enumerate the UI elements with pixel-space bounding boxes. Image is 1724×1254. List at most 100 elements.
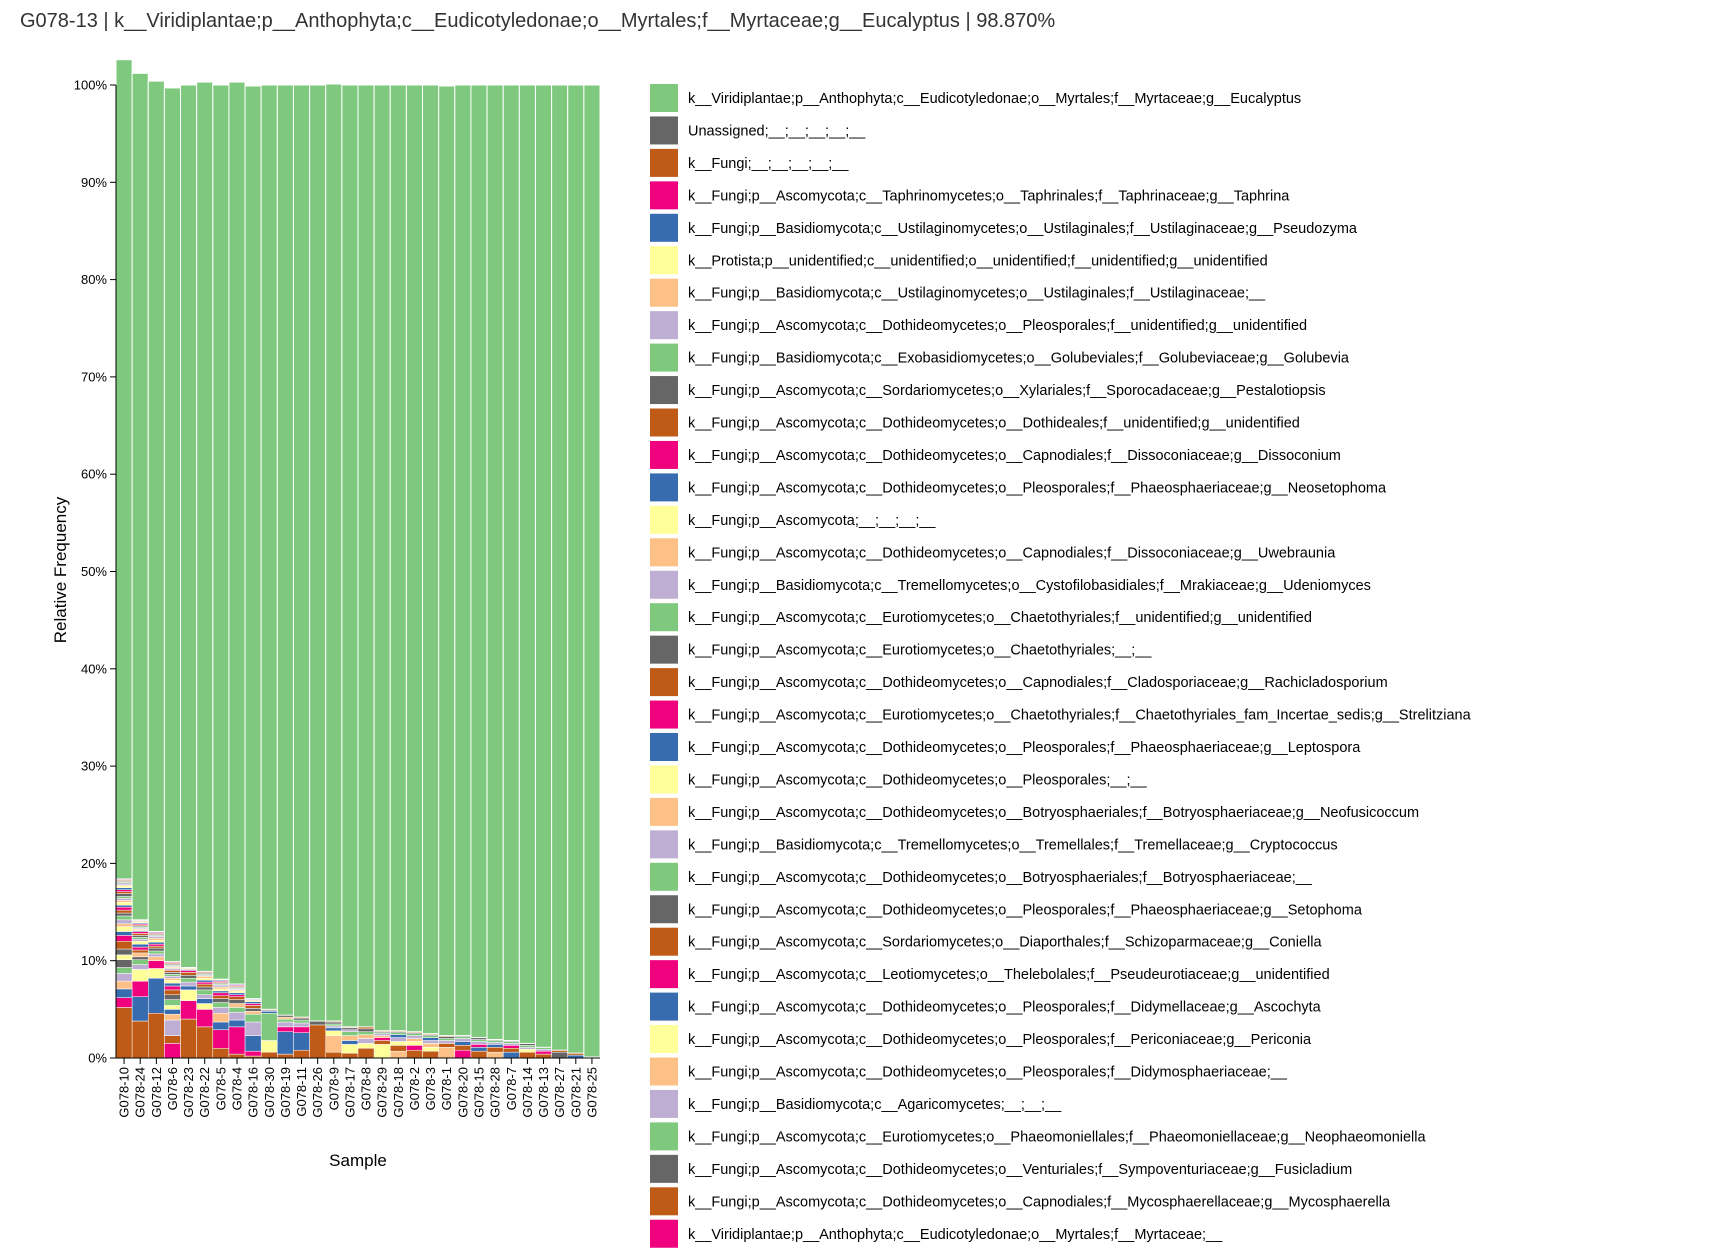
bar-segment [131, 952, 149, 958]
bar-segment-eucalyptus [470, 84, 488, 1039]
legend-swatch [650, 960, 678, 989]
bar-segment [438, 1036, 456, 1039]
bar-segment [131, 946, 149, 951]
legend-item: k__Fungi;p__Ascomycota;c__Sordariomycete… [650, 927, 1322, 956]
bar-segment [115, 885, 133, 888]
bar-segment [341, 1027, 359, 1031]
legend-swatch [650, 246, 678, 275]
x-tick-label: G078-17 [342, 1067, 357, 1118]
bar-segment [115, 973, 133, 982]
x-tick-label: G078-13 [536, 1067, 551, 1118]
bar-segment [486, 1040, 504, 1043]
bar-segment [196, 981, 214, 985]
bar-segment [196, 994, 214, 999]
legend-item: k__Viridiplantae;p__Anthophyta;c__Eudico… [650, 84, 1301, 112]
bar-segment [293, 1049, 310, 1059]
bar-segment [341, 1029, 359, 1032]
legend-item: k__Fungi;p__Ascomycota;c__Dothideomycete… [650, 1025, 1312, 1054]
bar-segment [115, 926, 133, 932]
bar-segment [390, 1045, 407, 1052]
bar-segment [228, 990, 246, 994]
legend-label: k__Fungi;p__Ascomycota;c__Dothideomycete… [688, 448, 1341, 464]
legend-item: k__Protista;p__unidentified;c__unidentif… [650, 246, 1268, 275]
bar-segment [406, 1049, 423, 1059]
bar-segment [164, 999, 181, 1006]
legend-label: k__Fungi;p__Ascomycota;c__Eurotiomycetes… [688, 643, 1152, 659]
bar-segment [148, 938, 165, 941]
bar-segment-eucalyptus [518, 84, 536, 1044]
bar-G078-18 [389, 84, 407, 1059]
legend-swatch [650, 1089, 678, 1118]
bar-segment [535, 1053, 552, 1059]
bar-segment [148, 943, 165, 947]
bar-segment [196, 979, 214, 983]
bar-segment [164, 977, 181, 981]
y-tick-label: 10% [81, 953, 107, 968]
bar-G078-8 [357, 84, 375, 1059]
legend-swatch [650, 116, 678, 145]
bar-segment-eucalyptus [454, 84, 472, 1037]
bar-segment [390, 1034, 407, 1038]
bar-segment [244, 1011, 262, 1015]
bar-segment [406, 1038, 423, 1042]
legend-swatch [650, 408, 678, 437]
bar-segment [148, 953, 165, 958]
bar-segment [115, 948, 133, 956]
bar-segment [196, 998, 214, 1004]
bar-segment [373, 1037, 391, 1041]
bar-segment [228, 1007, 246, 1013]
x-tick-label: G078-14 [520, 1067, 535, 1118]
bar-segment [470, 1047, 488, 1052]
bar-segment [438, 1047, 456, 1059]
legend-item: k__Fungi;p__Ascomycota;c__Taphrinomycete… [650, 181, 1290, 210]
bar-segment [212, 995, 230, 999]
bar-segment [486, 1042, 504, 1045]
legend-swatch [650, 1219, 678, 1248]
legend-swatch [650, 830, 678, 859]
bar-segment [551, 1051, 568, 1059]
bar-segment [390, 1032, 407, 1035]
bar-segment [148, 940, 165, 943]
y-tick-label: 60% [81, 467, 107, 482]
x-tick-label: G078-6 [165, 1067, 180, 1110]
x-tick-label: G078-28 [488, 1067, 503, 1118]
bar-segment [277, 1053, 294, 1059]
axis-layer: 0% 10% 20% 30% 40% 50% 60% 70% 80% 90% 100% G078-10… [74, 78, 600, 1118]
legend-label: k__Fungi;p__Ascomycota;c__Leotiomycetes;… [688, 967, 1330, 983]
bar-segment-eucalyptus [357, 84, 375, 1028]
bar-G078-27 [551, 84, 569, 1059]
bar-segment [390, 1037, 407, 1042]
bar-segment [164, 976, 181, 979]
bar-segment [164, 1019, 181, 1036]
bar-segment [180, 989, 197, 1001]
legend-label: k__Viridiplantae;p__Anthophyta;c__Eudico… [688, 1227, 1223, 1243]
legend-item: k__Fungi;p__Ascomycota;c__Dothideomycete… [650, 1057, 1288, 1086]
bar-segment [212, 1002, 230, 1008]
legend-swatch [650, 440, 678, 469]
bar-segment [115, 919, 133, 924]
bar-segment [212, 1029, 230, 1049]
bar-segment [212, 990, 230, 994]
bar-segment [244, 1008, 262, 1012]
bar-segment [131, 1020, 149, 1059]
x-tick-label: G078-15 [472, 1067, 487, 1118]
legend-item: k__Viridiplantae;p__Anthophyta;c__Eudico… [650, 1219, 1223, 1248]
bar-segment [196, 983, 214, 988]
bar-G078-14 [518, 84, 536, 1059]
legend-swatch [650, 1154, 678, 1183]
legend-item: k__Fungi;p__Ascomycota;c__Eurotiomycetes… [650, 1122, 1426, 1151]
legend-label: k__Fungi;p__Basidiomycota;c__Ustilaginom… [688, 221, 1358, 237]
bar-segment [341, 1044, 359, 1054]
x-axis-label: Sample [329, 1151, 387, 1170]
legend-label: k__Fungi;p__Ascomycota;c__Eurotiomycetes… [688, 1129, 1426, 1145]
legend-swatch [650, 1187, 678, 1216]
legend-label: k__Fungi;p__Ascomycota;c__Dothideomycete… [688, 902, 1363, 918]
legend-label: k__Fungi;p__Ascomycota;__;__;__;__ [688, 513, 936, 529]
y-axis-label: Relative Frequency [51, 496, 70, 643]
bar-segment [115, 887, 133, 890]
bar-segment-eucalyptus [228, 81, 246, 985]
bar-segment [131, 956, 149, 960]
legend-label: k__Fungi;p__Ascomycota;c__Sordariomycete… [688, 935, 1322, 951]
bar-segment [164, 979, 181, 984]
legend-swatch [650, 895, 678, 924]
